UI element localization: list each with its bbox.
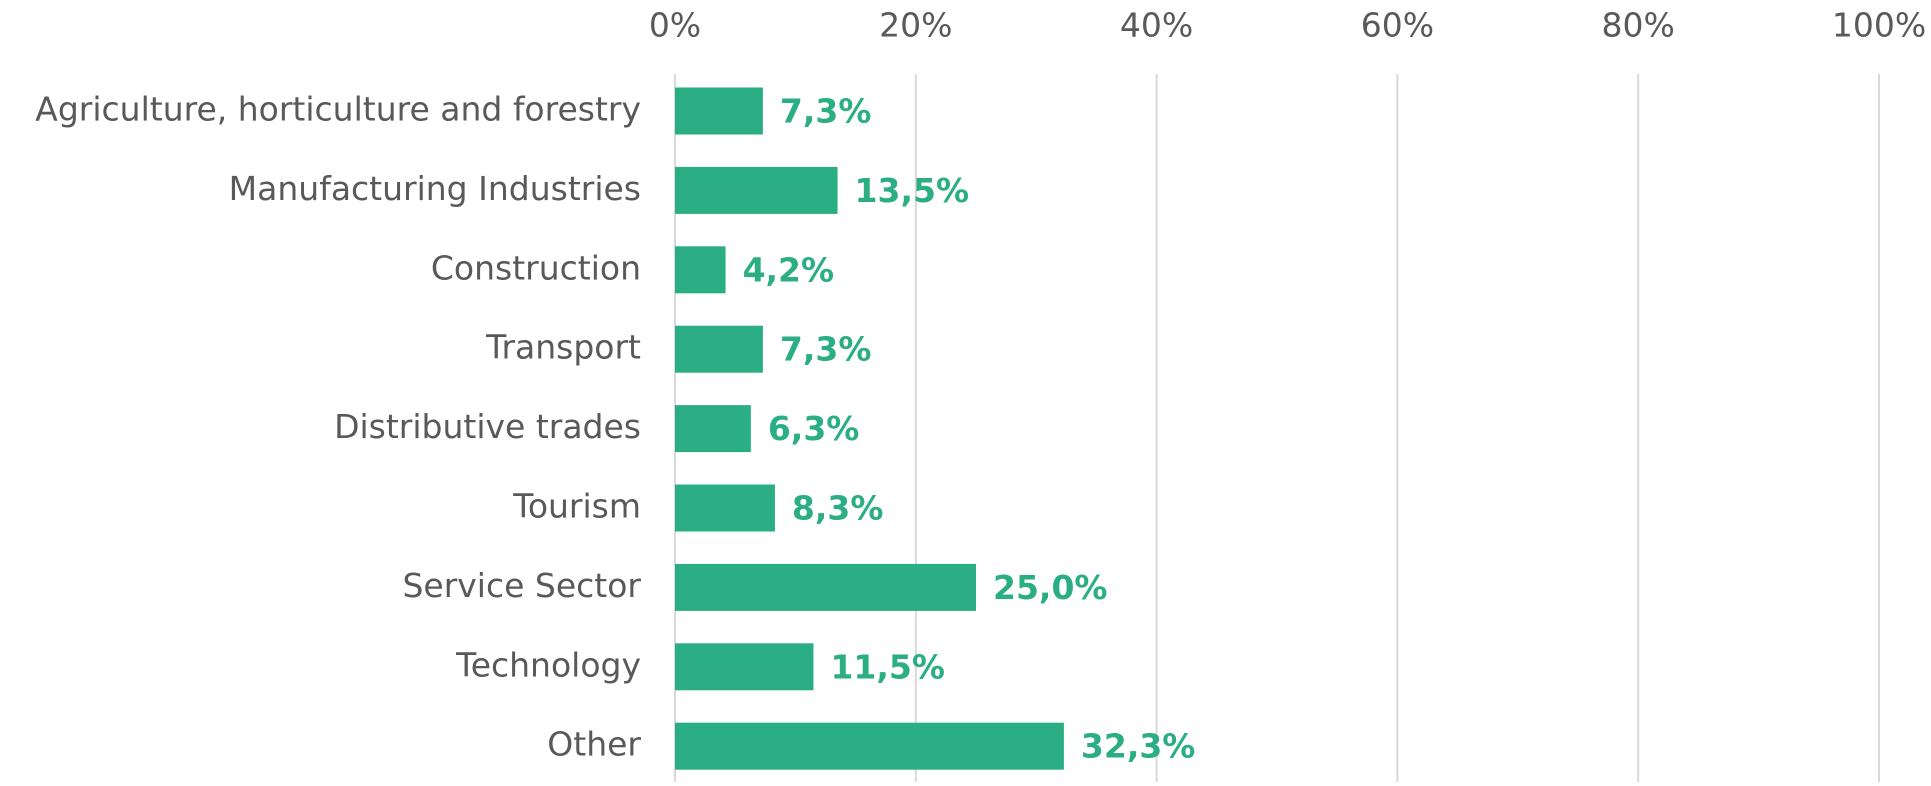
category-label: Distributive trades [334,407,641,446]
value-label: 13,5% [855,171,970,210]
bar [675,405,751,453]
x-tick-label: 40% [1120,6,1193,45]
category-label: Service Sector [402,566,641,605]
category-label: Tourism [512,487,641,526]
x-tick-label: 80% [1602,6,1675,45]
x-tick-label: 20% [879,6,952,45]
bar [675,563,976,611]
category-label: Agriculture, horticulture and forestry [35,90,641,129]
bar [675,325,763,373]
value-label: 8,3% [792,489,884,528]
x-tick-label: 60% [1361,6,1434,45]
bar [675,484,775,532]
bar [675,166,838,214]
x-tick-label: 0% [649,6,701,45]
value-label: 11,5% [830,647,945,686]
category-label: Manufacturing Industries [229,169,641,208]
category-label: Construction [431,248,641,287]
value-label: 32,3% [1081,727,1196,766]
bar [675,722,1064,770]
value-label: 4,2% [743,250,835,289]
category-label: Technology [455,645,641,684]
value-label: 6,3% [768,409,860,448]
x-tick-label: 100% [1832,6,1926,45]
value-label: 25,0% [993,568,1108,607]
bar [675,246,726,294]
value-label: 7,3% [780,330,872,369]
value-label: 7,3% [780,92,872,131]
category-label: Other [547,725,641,764]
bar [675,643,814,691]
bar [675,87,763,135]
category-label: Transport [485,328,641,367]
